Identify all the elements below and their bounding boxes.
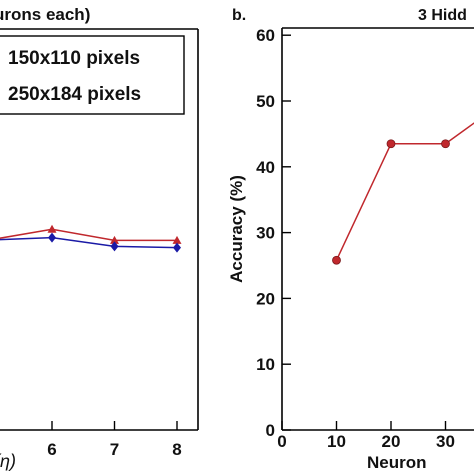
right-series-layer: [332, 122, 474, 265]
left-series-2-point: [173, 242, 181, 253]
right-y-tick-label: 60: [256, 26, 275, 45]
right-x-tick-label: 30: [436, 432, 455, 451]
left-series-line-2: [0, 236, 178, 249]
right-panel: b. 3 Hidd 0 10 20 30 0 10 20 30 40 50 60 Accuracy …: [227, 7, 474, 472]
right-x-tick-label: 0: [277, 432, 286, 451]
left-x-axis-label: (η): [0, 451, 16, 471]
right-x-tick-label: 10: [327, 432, 346, 451]
right-x-tick-label: 20: [382, 432, 401, 451]
left-panel-title: urons each): [0, 5, 90, 24]
right-y-axis-label: Accuracy (%): [227, 175, 246, 283]
right-y-tick-label: 40: [256, 158, 275, 177]
left-series-2-point: [110, 241, 119, 252]
right-y-tick-label: 10: [256, 355, 275, 374]
right-y-tick-label: 30: [256, 224, 275, 243]
legend-entry-1: 150x110 pixels: [8, 48, 140, 69]
right-y-tick-label: 0: [266, 421, 275, 440]
left-series-layer: [0, 224, 182, 253]
right-series-1-point: [332, 255, 341, 265]
right-series-line-1: [335, 122, 474, 261]
legend-entry-2: 250x184 pixels: [8, 84, 141, 105]
left-series-1-point: [47, 224, 57, 233]
right-y-tick-label: 20: [256, 289, 275, 308]
right-ticks: 0 10 20 30 0 10 20 30 40 50 60: [256, 26, 455, 451]
left-x-ticks: 6 7 8: [47, 421, 182, 459]
right-series-1-point: [441, 139, 450, 149]
legend-box: [0, 35, 185, 115]
left-x-tick-label: 7: [110, 440, 119, 459]
left-series-1-point: [172, 235, 182, 244]
left-series-2-point: [48, 232, 56, 243]
right-panel-title: 3 Hidd: [418, 7, 467, 24]
right-series-1-point: [386, 139, 396, 149]
panel-label-b: b.: [232, 7, 246, 24]
left-x-tick-label: 6: [47, 440, 56, 459]
right-x-axis-label: Neuron: [367, 453, 427, 472]
left-series-1-point: [110, 235, 119, 244]
left-x-tick-label: 8: [172, 440, 181, 459]
legend: 150x110 pixels 250x184 pixels: [0, 35, 185, 115]
left-series-line-1: [0, 228, 177, 242]
left-panel: urons each) 6 7 8 150x110 pixels 250x184 p…: [0, 5, 199, 471]
right-y-tick-label: 50: [256, 92, 275, 111]
